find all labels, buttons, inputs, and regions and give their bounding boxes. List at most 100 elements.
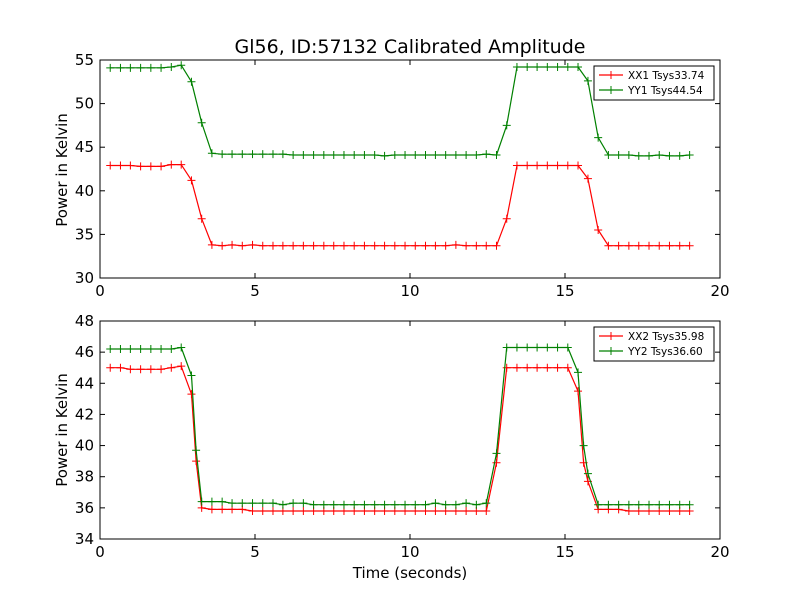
data-point: [634, 241, 643, 250]
data-point: [258, 506, 267, 515]
data-point: [289, 151, 298, 160]
data-point: [533, 343, 542, 352]
data-point: [553, 343, 562, 352]
data-point: [502, 343, 511, 352]
data-point: [157, 63, 166, 72]
data-point: [665, 500, 674, 509]
data-point: [390, 500, 399, 509]
y-tick-label: 46: [75, 343, 94, 361]
data-point: [421, 151, 430, 160]
data-point: [543, 363, 552, 372]
data-point: [126, 63, 135, 72]
legend: XX2 Tsys35.98 YY2 Tsys36.60: [593, 326, 715, 362]
y-tick-label: 40: [75, 437, 94, 455]
data-point: [228, 499, 237, 508]
data-point: [390, 151, 399, 160]
data-point: [553, 62, 562, 71]
data-point: [492, 458, 501, 467]
data-point: [512, 343, 521, 352]
data-point: [167, 160, 176, 169]
data-point: [614, 151, 623, 160]
data-point: [492, 449, 501, 458]
data-point: [197, 214, 206, 223]
legend-label: YY2 Tsys36.60: [627, 346, 703, 358]
data-point: [329, 500, 338, 509]
data-point: [675, 151, 684, 160]
data-point: [685, 151, 694, 160]
data-point: [167, 345, 176, 354]
data-point: [146, 365, 155, 374]
data-point: [350, 500, 359, 509]
data-point: [401, 241, 410, 250]
x-tick-label: 20: [710, 543, 729, 561]
data-point: [401, 151, 410, 160]
data-point: [563, 161, 572, 170]
data-point: [624, 241, 633, 250]
data-point: [289, 506, 298, 515]
data-point: [106, 63, 115, 72]
data-point: [197, 497, 206, 506]
y-tick-label: 36: [75, 499, 94, 517]
legend-marker: [607, 347, 615, 355]
data-point: [167, 62, 176, 71]
data-point: [533, 363, 542, 372]
data-point: [228, 150, 237, 159]
data-point: [441, 500, 450, 509]
data-point: [441, 151, 450, 160]
data-point: [594, 500, 603, 509]
data-point: [289, 241, 298, 250]
data-point: [228, 240, 237, 249]
data-point: [268, 150, 277, 159]
data-point: [604, 500, 613, 509]
x-tick-label: 5: [250, 282, 260, 300]
legend-label: YY1 Tsys44.54: [627, 85, 703, 97]
y-tick-label: 42: [75, 405, 94, 423]
data-point: [411, 151, 420, 160]
plot-frame: [99, 320, 721, 540]
data-point: [634, 151, 643, 160]
x-tick-label: 10: [400, 543, 419, 561]
data-point: [441, 241, 450, 250]
data-point: [299, 506, 308, 515]
data-point: [116, 63, 125, 72]
data-point: [187, 390, 196, 399]
data-point: [380, 151, 389, 160]
data-point: [360, 500, 369, 509]
data-point: [207, 497, 216, 506]
data-point: [574, 62, 583, 71]
plot-panel: 0 5 10 15 20 34 36 38 40 42 44 46 48 XX2 Tsys35.98 YY2…: [75, 312, 730, 561]
data-point: [370, 151, 379, 160]
y-tick-label: 40: [75, 182, 94, 200]
data-point: [655, 500, 664, 509]
data-point: [309, 500, 318, 509]
data-point: [238, 241, 247, 250]
data-point: [278, 241, 287, 250]
plot-panel: 0 5 10 15 20 30 35 40 45 50 55 XX1 Tsys33.74 YY1 Tsy…: [75, 51, 730, 300]
data-point: [421, 241, 430, 250]
x-tick-label: 5: [250, 543, 260, 561]
data-point: [177, 362, 186, 371]
data-point: [218, 241, 227, 250]
data-point: [523, 363, 532, 372]
data-point: [187, 176, 196, 185]
data-point: [258, 150, 267, 159]
data-point: [106, 161, 115, 170]
x-tick-label: 15: [555, 282, 574, 300]
data-point: [675, 500, 684, 509]
data-point: [563, 363, 572, 372]
data-point: [502, 363, 511, 372]
data-point: [268, 241, 277, 250]
data-point: [543, 161, 552, 170]
data-point: [655, 241, 664, 250]
data-point: [248, 240, 257, 249]
data-point: [248, 150, 257, 159]
data-point: [502, 214, 511, 223]
data-point: [574, 387, 583, 396]
data-point: [462, 506, 471, 515]
data-point: [533, 62, 542, 71]
data-point: [146, 63, 155, 72]
data-point: [157, 365, 166, 374]
data-point: [411, 241, 420, 250]
